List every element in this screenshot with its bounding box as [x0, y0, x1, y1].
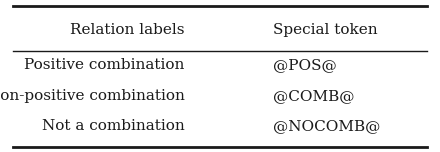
Text: Non-positive combination: Non-positive combination — [0, 89, 185, 103]
Text: Positive combination: Positive combination — [25, 58, 185, 72]
Text: Not a combination: Not a combination — [42, 119, 185, 133]
Text: @POS@: @POS@ — [273, 58, 337, 72]
Text: Relation labels: Relation labels — [70, 23, 185, 37]
Text: @COMB@: @COMB@ — [273, 89, 354, 103]
Text: @NOCOMB@: @NOCOMB@ — [273, 119, 380, 133]
Text: Special token: Special token — [273, 23, 378, 37]
